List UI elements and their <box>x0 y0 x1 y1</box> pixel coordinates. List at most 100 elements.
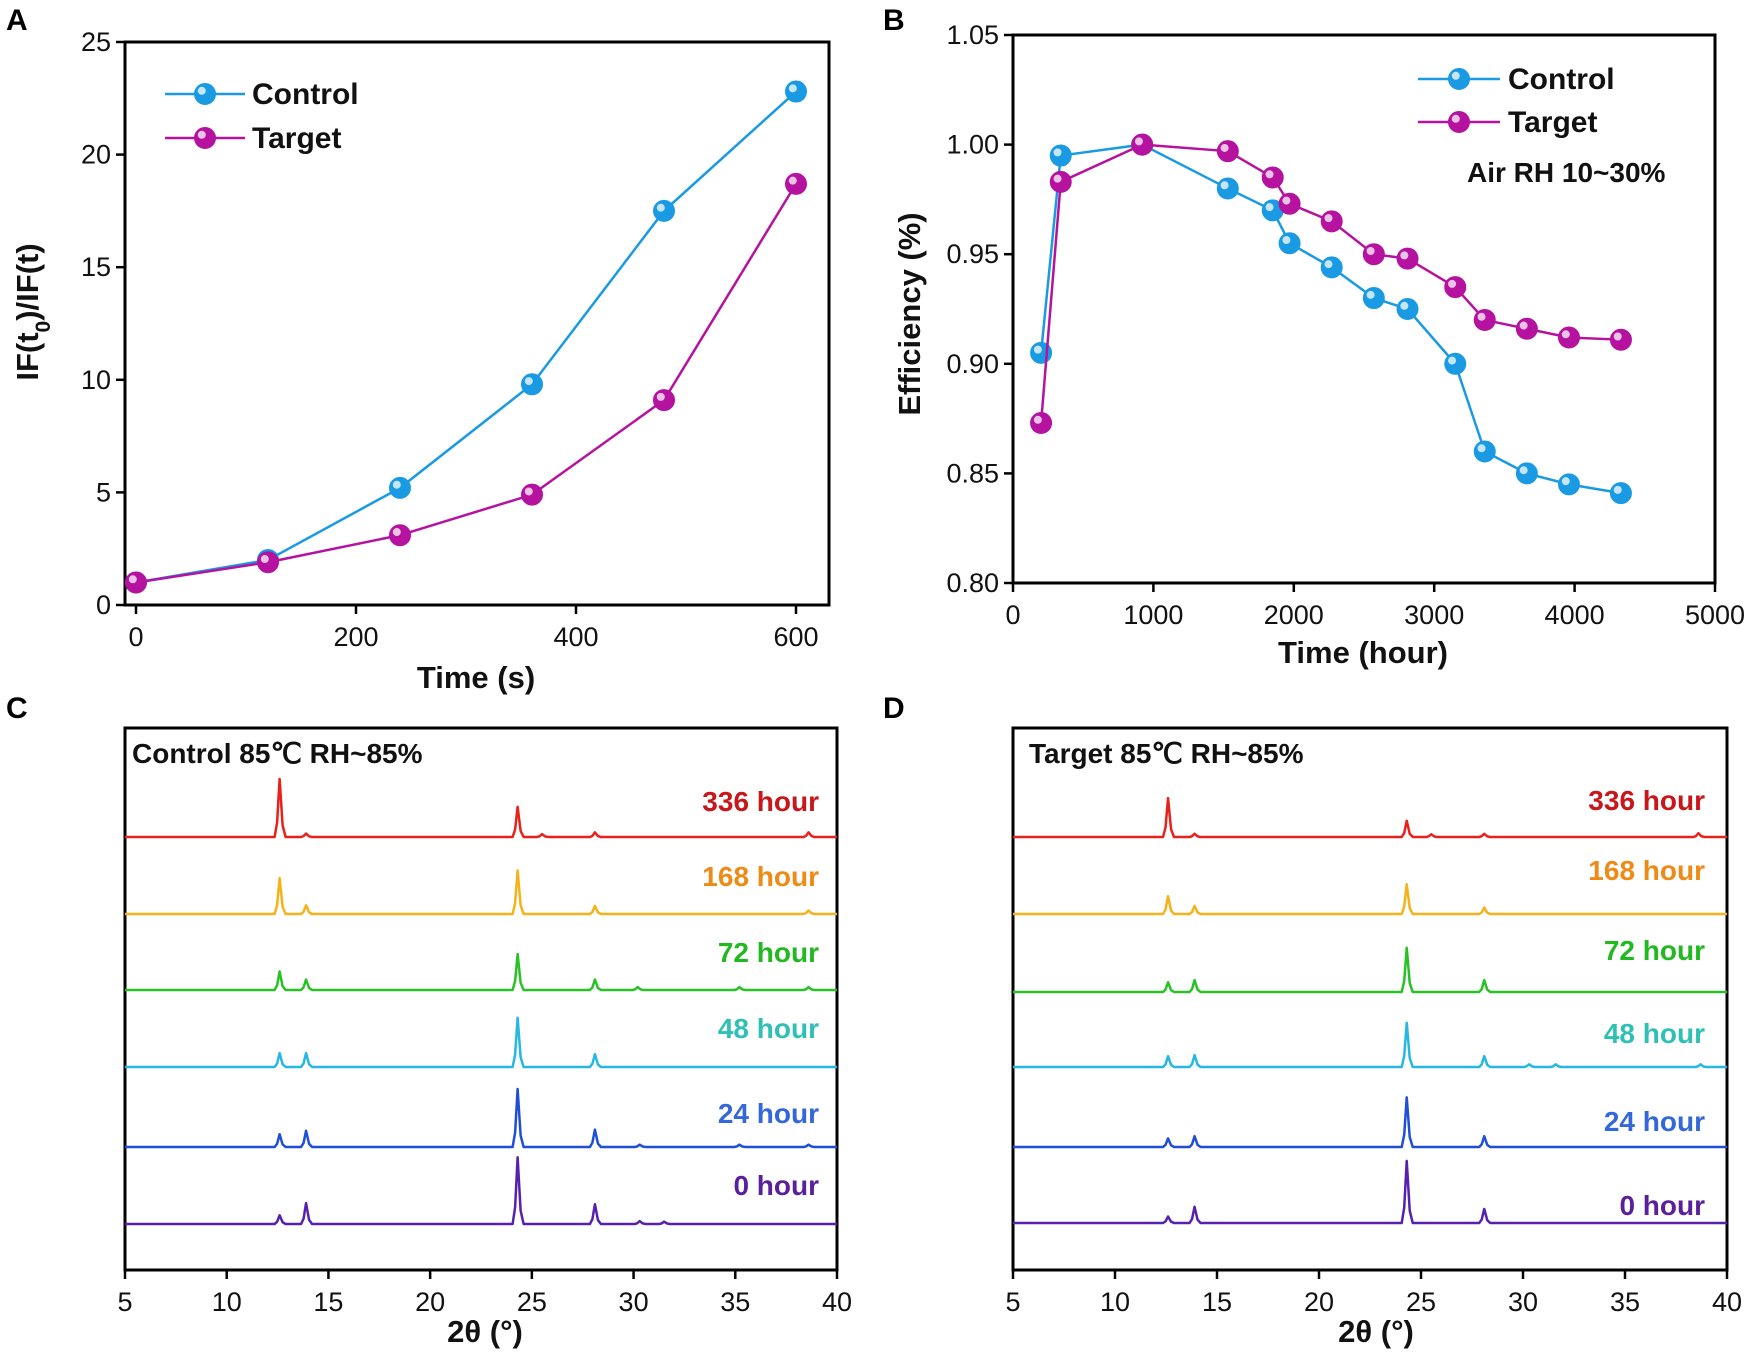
y-tick-label: 0 <box>96 590 111 620</box>
data-point-target-highlight <box>788 176 797 185</box>
xrd-trace <box>1013 1021 1727 1069</box>
data-point-control <box>1557 473 1580 496</box>
data-point-control <box>389 476 411 499</box>
data-point-control-highlight <box>1265 203 1274 212</box>
data-point-target-highlight <box>128 575 137 584</box>
data-point-target-highlight <box>1134 137 1143 146</box>
legend-marker-control-highlight <box>197 86 206 95</box>
panel-d-title: Target 85℃ RH~85% <box>1029 738 1304 769</box>
y-tick-label: 10 <box>81 365 111 395</box>
x-tick-label: 10 <box>212 1287 242 1317</box>
data-point-control <box>1473 440 1496 463</box>
data-point-control-highlight <box>1477 444 1486 453</box>
data-point-target <box>257 551 279 574</box>
xrd-trace <box>125 1016 837 1069</box>
x-tick-label: 2000 <box>1264 600 1324 630</box>
data-point-control-fill <box>1473 440 1496 463</box>
data-point-target-fill <box>1396 247 1419 270</box>
x-tick-label: 25 <box>1406 1287 1436 1317</box>
xrd-trace <box>1013 883 1727 916</box>
data-point-target <box>1473 308 1496 331</box>
x-tick-label: 10 <box>1100 1287 1130 1317</box>
data-point-control <box>653 199 675 222</box>
y-tick-label: 1.00 <box>946 130 999 160</box>
data-point-target-fill <box>1049 170 1072 193</box>
data-point-target <box>1049 170 1072 193</box>
data-point-control-highlight <box>1519 466 1528 475</box>
data-point-target-fill <box>1278 192 1301 215</box>
plot-frame <box>123 40 831 607</box>
data-point-control-highlight <box>1400 301 1409 310</box>
data-point-control <box>1444 352 1467 375</box>
data-point-control-fill <box>1320 256 1343 279</box>
data-point-control-highlight <box>1324 260 1333 269</box>
xrd-trace <box>1013 1159 1727 1225</box>
xrd-trace <box>1013 1096 1727 1149</box>
x-tick-label: 40 <box>1712 1287 1742 1317</box>
data-point-control <box>1609 482 1632 505</box>
data-point-control-highlight <box>1033 345 1042 354</box>
panel-letter-d: D <box>883 692 905 725</box>
data-point-control-fill <box>1362 287 1385 310</box>
data-point-target <box>521 483 543 506</box>
data-point-target-highlight <box>1324 214 1333 223</box>
data-point-control-fill <box>785 80 807 103</box>
trace-label: 336 hour <box>702 786 819 817</box>
data-point-control <box>1049 144 1072 167</box>
data-point-target <box>1278 192 1301 215</box>
xrd-trace <box>125 1156 837 1226</box>
y-tick-label: 15 <box>81 252 111 282</box>
data-point-target <box>1030 411 1053 434</box>
data-point-target <box>1557 326 1580 349</box>
x-tick-label: 30 <box>619 1287 649 1317</box>
data-point-target <box>1609 328 1632 351</box>
data-point-control-highlight <box>1561 477 1570 486</box>
data-point-target-highlight <box>1400 251 1409 260</box>
data-point-control-highlight <box>656 203 665 212</box>
data-point-target-highlight <box>1366 247 1375 255</box>
data-point-control-fill <box>653 199 675 222</box>
data-point-control-highlight <box>1053 148 1062 157</box>
x-tick-label: 200 <box>333 622 378 652</box>
xrd-trace <box>125 777 837 839</box>
x-tick-label: 35 <box>720 1287 750 1317</box>
data-point-target <box>389 524 411 547</box>
panel-a-legend-control-label: Control <box>252 78 359 111</box>
data-point-target-highlight <box>1561 330 1570 339</box>
data-point-target-fill <box>1131 133 1154 156</box>
data-point-target-fill <box>389 524 411 547</box>
x-tick-label: 5 <box>117 1287 132 1317</box>
panel-a-x-axis-title: Time (s) <box>417 660 535 695</box>
data-point-control-fill <box>1609 482 1632 505</box>
data-point-control-fill <box>521 373 543 396</box>
data-point-target <box>1131 133 1154 156</box>
data-point-control-highlight <box>1366 290 1375 299</box>
trace-label: 168 hour <box>1588 855 1705 886</box>
data-point-target-highlight <box>1477 312 1486 321</box>
x-tick-label: 15 <box>1202 1287 1232 1317</box>
x-tick-label: 400 <box>553 622 598 652</box>
legend-marker-target <box>194 127 216 149</box>
series-line-target <box>135 183 798 584</box>
data-point-target-fill <box>1030 411 1053 434</box>
data-point-control-highlight <box>1448 356 1457 365</box>
chart-panel-a: Time (s) IF(t0)/IF(t) Control Target 0 20… <box>10 27 831 695</box>
data-point-control-fill <box>1396 298 1419 320</box>
plot-frame <box>1011 726 1729 1272</box>
data-point-control <box>1320 256 1343 279</box>
trace-label: 0 hour <box>1619 1190 1705 1221</box>
data-point-control <box>785 80 807 103</box>
chart-panel-d: Target 85℃ RH~85% 2θ (°) 5 10 15 20 25 30 35 40… <box>1005 726 1742 1349</box>
data-point-control-fill <box>389 476 411 499</box>
chart-panel-b: Time (hour) Efficiency (%) Air RH 10~30%… <box>892 20 1745 670</box>
x-tick-label: 15 <box>313 1287 343 1317</box>
data-point-target-fill <box>1557 326 1580 349</box>
data-point-target-fill <box>1609 328 1632 351</box>
chart-panel-c: Control 85℃ RH~85% 2θ (°) 5 10 15 20 25 30 35 4… <box>117 726 852 1349</box>
panel-b-legend-target-label: Target <box>1508 106 1597 139</box>
xrd-trace <box>125 952 837 992</box>
data-point-target <box>785 172 807 195</box>
panel-b-legend-control-label: Control <box>1508 63 1615 96</box>
panel-letter-a: A <box>6 4 28 37</box>
panel-letter-b: B <box>883 4 905 37</box>
